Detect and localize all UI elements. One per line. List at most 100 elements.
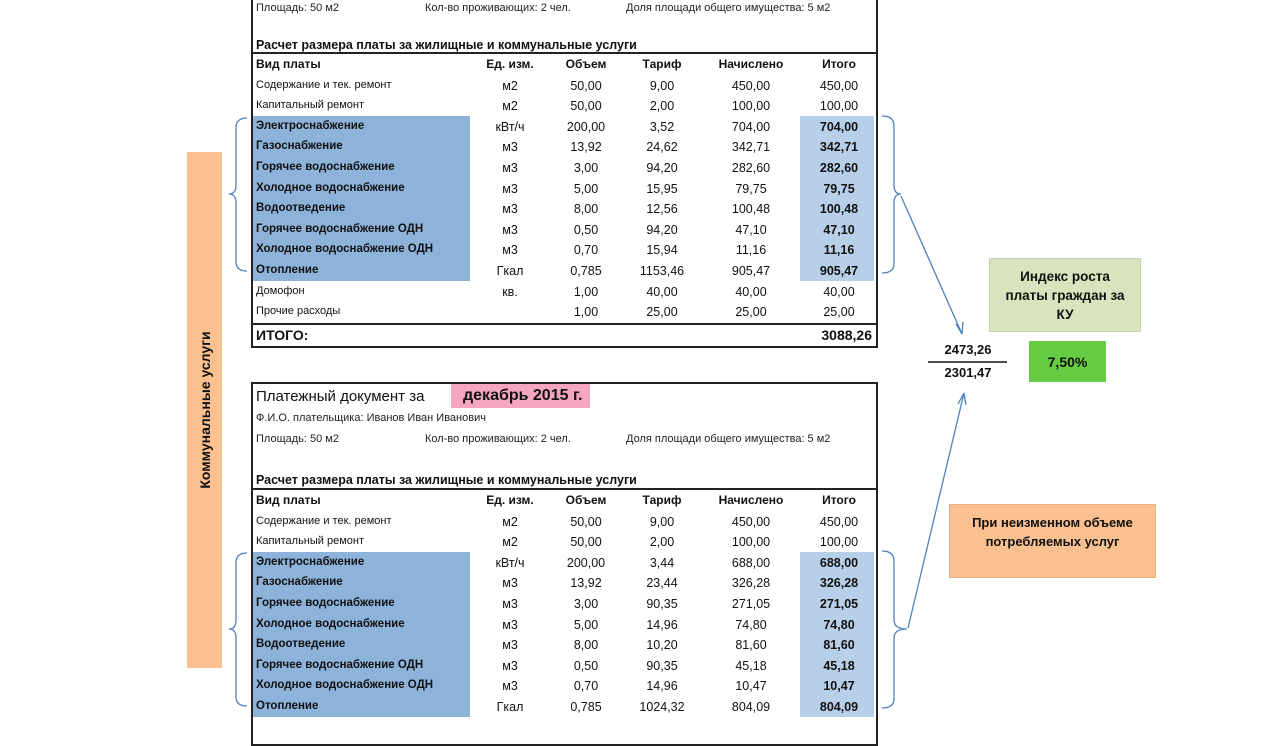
table-cell: 47,10 (823, 222, 855, 237)
table-cell: 9,00 (649, 78, 675, 93)
table-cell: 0,70 (573, 679, 599, 694)
column-header: Объем (565, 57, 607, 71)
left-brace-bottom (228, 552, 248, 707)
table-cell: 100,00 (731, 99, 771, 114)
residents-info: Кол-во проживающих: 2 чел. (425, 2, 571, 14)
table-row: Домофон кв. 1,00 40,00 40,00 40,00 (253, 282, 876, 303)
utilities-side-label: Коммунальные услуги (187, 152, 222, 668)
table-cell: 1,00 (573, 284, 599, 299)
table-cell: м2 (502, 99, 518, 114)
table-row: Капитальный ремонт м2 50,00 2,00 100,00 100,0… (253, 532, 876, 553)
table-cell: 90,35 (646, 597, 678, 611)
table-row: Газоснабжение м3 13,92 23,44 326,28 326,28 (253, 573, 876, 594)
table-cell: 1,00 (573, 305, 599, 320)
table-row: Горячее водоснабжение ОДН м3 0,50 94,20 47,1… (253, 220, 876, 241)
table-cell: 50,00 (570, 99, 602, 114)
table-cell: Гкал (496, 700, 524, 714)
index-value-box: 7,50% (1029, 341, 1106, 382)
table-cell: 450,00 (731, 78, 771, 93)
payer-name: Ф.И.О. плательщика: Иванов Иван Иванович (256, 412, 486, 424)
document-title: Платежный документ за (256, 388, 425, 405)
table-cell: Водоотведение (256, 638, 346, 651)
column-header: Ед. изм. (486, 493, 534, 507)
table-cell: 10,47 (823, 679, 855, 694)
table-cell: 2,00 (649, 535, 675, 550)
table-cell: м3 (502, 243, 518, 258)
table-cell: 45,18 (735, 658, 767, 673)
table-cell: м3 (502, 140, 518, 155)
column-header: Объем (565, 493, 607, 507)
table-cell: 450,00 (819, 78, 859, 93)
table-cell: Горячее водоснабжение (256, 161, 395, 173)
table-row: Водоотведение м3 8,00 10,20 81,60 81,60 (253, 635, 876, 656)
table-cell: 282,60 (731, 161, 771, 175)
table-cell: 13,92 (570, 576, 602, 591)
table-cell: 40,00 (646, 284, 678, 299)
column-header: Начислено (718, 493, 784, 507)
section-title: Расчет размера платы за жилищные и комму… (256, 38, 637, 52)
table-cell: 2,00 (649, 99, 675, 114)
table-row: Капитальный ремонт м2 50,00 2,00 100,00 100,0… (253, 96, 876, 117)
table-row: Холодное водоснабжение ОДН м3 0,70 15,94 11,… (253, 240, 876, 261)
table-cell: м3 (502, 181, 518, 196)
table-cell: 25,00 (735, 305, 767, 320)
table-cell: 271,05 (731, 597, 771, 611)
table-cell: 8,00 (573, 638, 599, 653)
table-cell: 100,00 (819, 99, 859, 114)
period-badge: декабрь 2015 г. (451, 384, 591, 408)
table-cell: 0,50 (573, 222, 599, 237)
table-cell: 13,92 (570, 140, 602, 155)
table-cell: 10,47 (735, 679, 767, 694)
table-row: Горячее водоснабжение м3 3,00 90,35 271,05 27… (253, 594, 876, 615)
table-cell: 25,00 (646, 305, 678, 320)
payment-document-1: Площадь: 50 м2 Кол-во проживающих: 2 чел… (251, 0, 878, 348)
table-cell: 79,75 (823, 181, 855, 196)
table-cell: 450,00 (819, 514, 859, 529)
section-title: Расчет размера платы за жилищные и комму… (256, 473, 637, 487)
table-cell: 704,00 (819, 119, 859, 134)
table-cell: 804,09 (731, 700, 771, 714)
table-cell: 1024,32 (639, 700, 685, 714)
table-cell: 100,48 (731, 202, 771, 217)
total-label: ИТОГО: (256, 327, 309, 343)
table-cell: 79,75 (735, 181, 767, 196)
table-cell: 3,00 (573, 597, 599, 611)
charges-table: Вид платы Ед. изм. Объем Тариф Начислено Итог… (253, 52, 876, 324)
table-cell: Отопление (256, 700, 319, 712)
table-cell: 100,00 (819, 535, 859, 550)
table-cell: 0,785 (570, 700, 602, 714)
column-header: Тариф (642, 493, 682, 507)
table-cell: 45,18 (823, 658, 855, 673)
table-cell: Водоотведение (256, 202, 346, 215)
table-cell: 0,70 (573, 243, 599, 258)
table-cell: 326,28 (731, 576, 771, 591)
table-cell: 10,20 (646, 638, 678, 653)
table-cell: Газоснабжение (256, 140, 343, 153)
column-header: Итого (822, 57, 856, 71)
table-cell: 94,20 (646, 222, 678, 237)
table-cell: Отопление (256, 264, 319, 276)
table-row: Горячее водоснабжение м3 3,00 94,20 282,60 28… (253, 158, 876, 179)
table-row: Отопление Гкал 0,785 1153,46 905,47 905,47 (253, 261, 876, 282)
table-cell: м3 (502, 202, 518, 217)
table-row: Электроснабжение кВт/ч 200,00 3,44 688,00 688… (253, 553, 876, 574)
table-cell: 50,00 (570, 535, 602, 550)
table-cell: Холодное водоснабжение ОДН (256, 243, 434, 256)
table-cell: Электроснабжение (256, 119, 365, 132)
table-cell: 804,09 (819, 700, 859, 714)
table-cell: 688,00 (731, 555, 771, 570)
table-cell: 40,00 (735, 284, 767, 299)
table-row: Прочие расходы 1,00 25,00 25,00 25,00 (253, 302, 876, 323)
table-cell: Капитальный ремонт (256, 99, 365, 112)
arrow-top (900, 195, 964, 335)
column-header: Вид платы (256, 493, 321, 507)
table-cell: Домофон (256, 284, 305, 297)
table-cell: м3 (502, 576, 518, 591)
column-header: Тариф (642, 57, 682, 71)
table-cell: 271,05 (819, 597, 859, 611)
table-cell: м3 (502, 161, 518, 175)
column-header: Итого (822, 493, 856, 507)
table-cell: 74,80 (823, 617, 855, 632)
table-cell: Гкал (496, 264, 524, 278)
table-row: Содержание и тек. ремонт м2 50,00 9,00 450,0… (253, 512, 876, 533)
